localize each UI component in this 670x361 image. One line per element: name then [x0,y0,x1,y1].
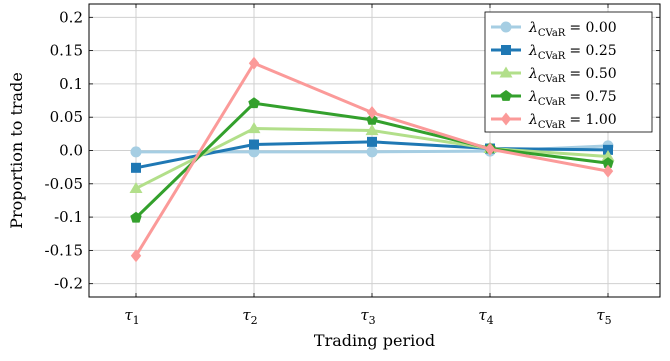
y-tick-label: 0.15 [50,42,83,60]
legend-swatch-marker [499,66,513,78]
data-point [601,149,615,162]
data-point [365,124,379,136]
y-axis-title: Proportion to trade [7,72,26,229]
data-point [131,162,141,173]
y-tick-label: 0.05 [50,108,83,126]
data-point [130,249,142,263]
x-axis-title: Trading period [314,331,435,350]
data-point [366,113,378,125]
legend-swatch-marker [500,112,512,126]
x-tick-label: τ4 [478,306,493,327]
y-tick-label: 0.0 [59,142,83,160]
x-tick-label: τ3 [360,306,375,327]
legend: λCVaR = 0.00 λCVaR = 0.25 λCVaR = 0.50 λCVaR = … [484,11,653,133]
data-point [366,106,378,120]
legend-swatch-marker [500,90,512,101]
y-tick-label: -0.05 [45,175,83,193]
y-tick-label: -0.1 [54,208,83,226]
legend-swatch-marker [501,45,511,55]
data-point [130,146,142,158]
plot-frame [88,3,661,298]
legend-label: λCVaR = 0.25 [528,43,617,62]
data-point [249,139,259,150]
legend-label: λCVaR = 0.50 [528,66,617,85]
y-tick-label: 0.2 [59,8,83,26]
data-point [602,157,614,169]
data-point [484,142,496,156]
data-point [603,144,613,155]
data-point [129,181,143,194]
legend-label: λCVaR = 0.00 [528,20,617,39]
legend-label: λCVaR = 0.75 [528,89,617,108]
data-point [130,211,142,223]
data-point [366,146,378,158]
y-tick-label: -0.2 [54,275,83,293]
data-point [247,122,261,134]
series-4 [130,56,614,263]
data-point [367,136,377,147]
x-tick-label: τ5 [596,306,611,327]
y-tick-label: 0.1 [59,75,83,93]
series-3 [130,97,614,223]
y-tick-label: -0.15 [45,241,83,259]
legend-label: λCVaR = 1.00 [528,112,617,131]
data-point [248,97,260,109]
data-point [248,56,260,70]
x-tick-label: τ2 [242,306,257,327]
legend-swatch-marker [500,21,512,33]
x-tick-label: τ1 [124,306,139,327]
data-point [602,164,614,178]
